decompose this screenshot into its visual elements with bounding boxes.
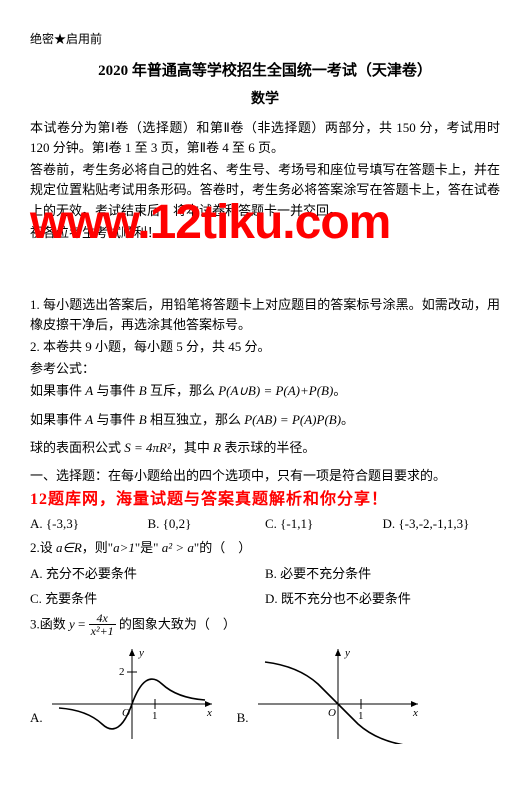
wm-mid: 12tiku <box>150 196 283 249</box>
q2-stem: 2.设 a∈R，则"a>1"是" a² > a"的（ ） <box>30 538 500 558</box>
note-2: 2. 本卷共 9 小题，每小题 5 分，共 45 分。 <box>30 337 500 357</box>
q3b: 的图象大致为（ ） <box>116 617 236 632</box>
graph-b: x y O 1 <box>253 644 423 744</box>
q2b: a∈R <box>56 540 82 555</box>
fig-a-wrap: A. x y O 2 1 <box>30 644 217 744</box>
sym-R: R <box>213 440 221 455</box>
f3a: 球的表面积公式 <box>30 440 124 455</box>
fig-b-wrap: B. x y O 1 <box>237 644 423 744</box>
formula-2: 如果事件 A 与事件 B 相互独立，那么 P(AB) = P(A)P(B)。 <box>30 410 500 430</box>
q2-opt-a: A. 充分不必要条件 <box>30 563 265 582</box>
formula-3: 球的表面积公式 S = 4πR²，其中 R 表示球的半径。 <box>30 438 500 458</box>
eq1: P(A∪B) = P(A)+P(B) <box>218 383 333 398</box>
q2-opt-b: B. 必要不充分条件 <box>265 563 500 582</box>
q2a: 2.设 <box>30 540 56 555</box>
f1a: 如果事件 <box>30 383 85 398</box>
q1-opt-b: B. {0,2} <box>148 516 266 532</box>
sym-B2: B <box>139 412 147 427</box>
f3c: 表示球的半径。 <box>221 440 315 455</box>
q1-opt-d: D. {-3,-2,-1,1,3} <box>383 516 501 532</box>
x-label-b: x <box>412 707 418 719</box>
q2c: ，则" <box>82 540 113 555</box>
section-1-heading: 一、选择题：在每小题给出的四个选项中，只有一项是符合题目要求的。 <box>30 466 500 486</box>
xtick-b: 1 <box>358 710 364 722</box>
f2c: 相互独立，那么 <box>147 412 245 427</box>
f3b: ，其中 <box>171 440 213 455</box>
q2d: a>1 <box>113 540 135 555</box>
f1c: 互斥，那么 <box>147 383 219 398</box>
confidential-label: 绝密★启用前 <box>30 30 500 47</box>
f1b: 与事件 <box>93 383 139 398</box>
sym-B: B <box>139 383 147 398</box>
q3-figures: A. x y O 2 1 B. x y O 1 <box>30 644 500 744</box>
eq2: P(AB) = P(A)P(B) <box>244 412 341 427</box>
spacer <box>30 245 500 295</box>
q1-opt-a: A. {-3,3} <box>30 516 148 532</box>
intro-para-1: 本试卷分为第Ⅰ卷（选择题）和第Ⅱ卷（非选择题）两部分，共 150 分，考试用时 … <box>30 118 500 158</box>
q3a: 3.函数 <box>30 617 69 632</box>
q1-opt-c: C. {-1,1} <box>265 516 383 532</box>
origin-b: O <box>328 707 336 719</box>
fig-a-label: A. <box>30 644 47 744</box>
q3-fraction: 4xx²+1 <box>89 612 116 637</box>
q2-options-row1: A. 充分不必要条件 B. 必要不充分条件 <box>30 563 500 582</box>
q2f: a² > a <box>162 540 194 555</box>
q2e: "是" <box>135 540 162 555</box>
q3-den: x²+1 <box>89 625 116 637</box>
q2-opt-d: D. 既不充分也不必要条件 <box>265 588 500 607</box>
q2-opt-c: C. 充要条件 <box>30 588 265 607</box>
exam-subject: 数学 <box>30 88 500 108</box>
q3eq: = <box>75 617 89 632</box>
watermark-url: www.12tiku.com <box>30 195 390 250</box>
q2-options-row2: C. 充要条件 D. 既不充分也不必要条件 <box>30 588 500 607</box>
q3-stem: 3.函数 y = 4xx²+1 的图象大致为（ ） <box>30 613 500 638</box>
f2b: 与事件 <box>93 412 139 427</box>
y-label-b: y <box>344 647 350 659</box>
ytick-a: 2 <box>119 666 125 678</box>
y-label-a: y <box>138 647 144 659</box>
x-label-a: x <box>206 707 212 719</box>
fig-b-label: B. <box>237 644 253 744</box>
note-ref: 参考公式： <box>30 359 500 379</box>
wm-prefix: www. <box>30 196 150 249</box>
watermark-line: 12题库网，海量试题与答案真题解析和你分享！ <box>30 485 388 509</box>
q1-options: A. {-3,3} B. {0,2} C. {-1,1} D. {-3,-2,-… <box>30 516 500 532</box>
formula-1: 如果事件 A 与事件 B 互斥，那么 P(A∪B) = P(A)+P(B)。 <box>30 381 500 401</box>
xtick-a: 1 <box>152 710 158 722</box>
eq3: S = 4πR² <box>124 440 171 455</box>
graph-a: x y O 2 1 <box>47 644 217 744</box>
q2g: "的（ ） <box>194 540 251 555</box>
exam-title: 2020 年普通高等学校招生全国统一考试（天津卷） <box>30 59 500 80</box>
wm-suffix: .com <box>282 196 390 249</box>
note-1: 1. 每小题选出答案后，用铅笔将答题卡上对应题目的答案标号涂黑。如需改动，用橡皮… <box>30 295 500 335</box>
f2a: 如果事件 <box>30 412 85 427</box>
